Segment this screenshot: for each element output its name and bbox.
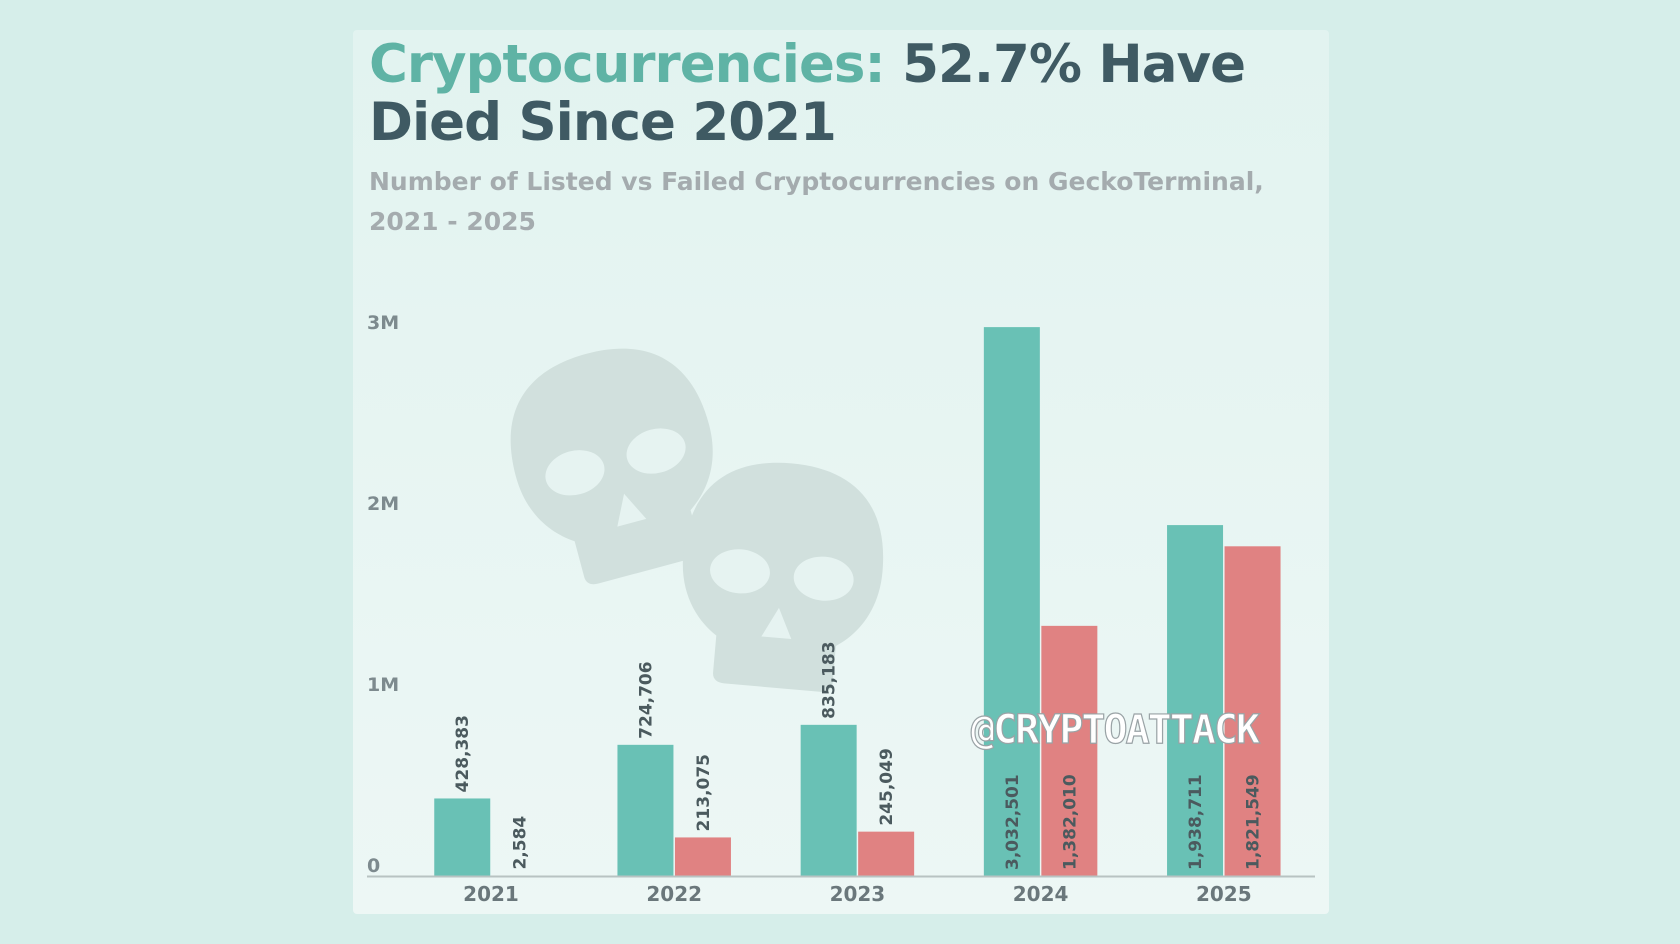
bar <box>1224 546 1281 876</box>
skull-eye-right <box>793 556 854 601</box>
skull-eye-right <box>626 428 686 474</box>
bars-layer <box>434 327 1281 877</box>
x-tick-label: 2021 <box>463 882 519 906</box>
bar-value-label: 724,706 <box>636 661 656 738</box>
x-tick-label: 2024 <box>1013 882 1069 906</box>
chart-subtitle: Number of Listed vs Failed Cryptocurrenc… <box>369 167 1264 236</box>
chart-title: Cryptocurrencies: 52.7% Have Died Since … <box>369 36 1309 152</box>
bar <box>434 798 491 876</box>
bar-value-label: 245,049 <box>877 748 897 825</box>
skull-icon <box>510 348 713 585</box>
skull-nose <box>761 607 792 640</box>
skull-head <box>682 462 884 692</box>
bar-value-label: 2,584 <box>511 816 531 870</box>
skull-nose <box>617 493 647 527</box>
bar <box>1167 525 1224 876</box>
bar <box>800 724 857 876</box>
skull-head <box>510 348 713 585</box>
y-tick-label: 3M <box>367 312 399 334</box>
watermark: @CRYPTOATTACK <box>971 707 1260 753</box>
bar-value-label: 428,383 <box>453 715 473 792</box>
y-tick-label: 1M <box>367 674 399 696</box>
chart-card: Cryptocurrencies: 52.7% Have Died Since … <box>353 30 1329 914</box>
bar <box>617 744 674 876</box>
axis-layer: 0 1M 2M 3M <box>367 312 1315 878</box>
title-rest: 52.7% Have Died Since 2021 <box>369 34 1246 153</box>
skull-decoration <box>510 348 884 692</box>
y-tick-label: 0 <box>367 855 380 877</box>
title-accent: Cryptocurrencies: <box>369 34 886 95</box>
x-tick-label: 2023 <box>830 882 886 906</box>
bar <box>674 837 731 876</box>
x-tick-label: 2025 <box>1196 882 1252 906</box>
bar <box>858 831 915 876</box>
skull-icon <box>682 462 884 692</box>
bar-value-label: 213,075 <box>694 754 714 831</box>
y-tick-label: 2M <box>367 493 399 515</box>
x-tick-label: 2022 <box>646 882 702 906</box>
bar-value-label: 835,183 <box>820 641 840 718</box>
bar-value-label: 1,382,010 <box>1060 774 1080 870</box>
bar-value-label: 1,938,711 <box>1186 774 1206 870</box>
bar-value-label: 1,821,549 <box>1244 774 1264 870</box>
bar-value-label: 3,032,501 <box>1003 774 1023 870</box>
skull-eye-left <box>710 549 770 594</box>
bar-chart: 0 1M 2M 3M 428,383 2,584 2021 724,706 213,075 20… <box>367 312 1315 906</box>
bar <box>1041 625 1098 876</box>
bar <box>983 327 1040 876</box>
labels-layer: 428,383 2,584 2021 724,706 213,075 2022 835,18… <box>453 641 1263 906</box>
skull-eye-left <box>545 450 605 496</box>
